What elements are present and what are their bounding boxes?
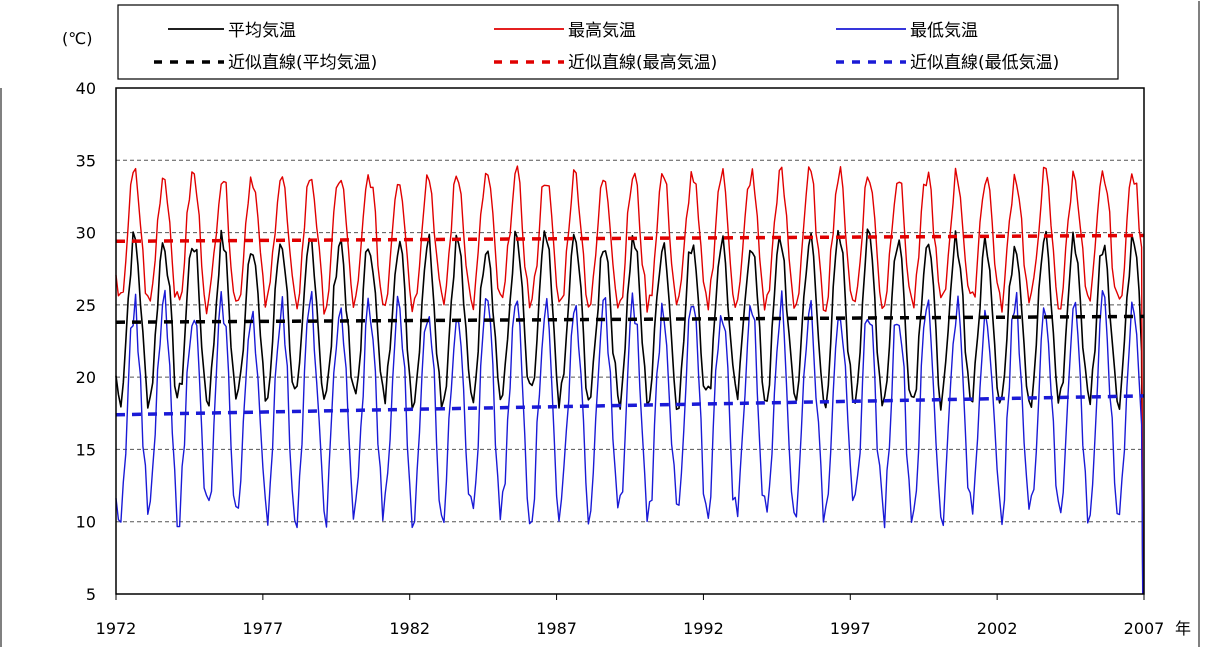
legend-item-max-trend: 近似直線(最高気温) <box>494 53 717 73</box>
y-axis-ticks: 5 10 15 20 25 30 35 40 <box>76 79 96 604</box>
x-axis-ticks: 1972 1977 1982 1987 1992 1997 2002 2007 <box>96 594 1165 638</box>
x-tick-label: 1982 <box>389 619 430 638</box>
trend-line-4 <box>115 233 1145 243</box>
x-axis-unit-label: 年 <box>1175 619 1191 638</box>
trend-line-3 <box>115 314 1145 324</box>
y-tick-label: 15 <box>76 440 96 459</box>
gridlines <box>116 159 1144 523</box>
series-line-2 <box>115 289 1144 595</box>
legend-label-min: 最低気温 <box>910 21 978 41</box>
x-tick-label: 1972 <box>96 619 137 638</box>
y-tick-label: 25 <box>76 296 96 315</box>
legend-item-avg-trend: 近似直線(平均気温) <box>154 53 377 73</box>
legend-label-max-trend: 近似直線(最高気温) <box>568 53 717 73</box>
legend-item-min-trend: 近似直線(最低気温) <box>836 53 1059 73</box>
x-tick-label: 1997 <box>830 619 871 638</box>
legend-label-avg: 平均気温 <box>228 21 296 41</box>
x-tick-label: 2007 <box>1124 619 1165 638</box>
y-tick-label: 5 <box>86 585 96 604</box>
y-tick-label: 40 <box>76 79 96 98</box>
plot-frame <box>115 87 1145 595</box>
y-axis-unit-label: (℃) <box>62 29 92 48</box>
legend-item-max: 最高気温 <box>494 21 636 41</box>
legend-item-avg: 平均気温 <box>168 21 296 41</box>
legend-label-avg-trend: 近似直線(平均気温) <box>228 53 377 73</box>
y-tick-label: 30 <box>76 224 96 243</box>
y-tick-label: 20 <box>76 368 96 387</box>
y-tick-label: 10 <box>76 513 96 532</box>
trend-line-5 <box>115 394 1145 417</box>
x-tick-label: 2002 <box>977 619 1018 638</box>
series-line-1 <box>115 165 1144 595</box>
y-tick-label: 35 <box>76 151 96 170</box>
legend: 平均気温 最高気温 最低気温 近似直線(平均気温) 近似直線(最高気温) 近似直… <box>117 4 1119 80</box>
x-tick-label: 1992 <box>683 619 724 638</box>
x-tick-label: 1987 <box>536 619 577 638</box>
legend-label-max: 最高気温 <box>568 21 636 41</box>
series-line-0 <box>115 228 1144 595</box>
series-lines <box>115 165 1145 595</box>
legend-frame <box>117 4 1119 80</box>
legend-label-min-trend: 近似直線(最低気温) <box>910 53 1059 73</box>
legend-item-min: 最低気温 <box>836 21 978 41</box>
x-tick-label: 1977 <box>242 619 283 638</box>
